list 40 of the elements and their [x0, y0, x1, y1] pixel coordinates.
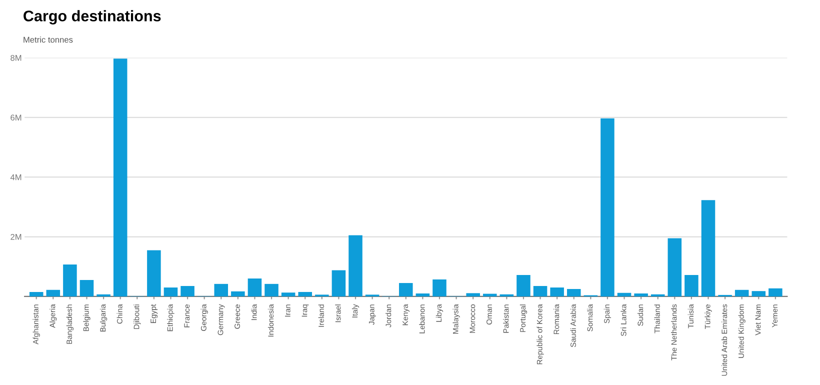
bar: [566, 288, 581, 296]
bar: [617, 292, 632, 296]
bar: [46, 290, 60, 296]
bar: [164, 288, 178, 296]
y-tick-label: 4M: [10, 174, 22, 180]
bar: [399, 283, 413, 296]
y-tick-label: 8M: [10, 54, 22, 61]
bar: [281, 292, 296, 296]
bar: [516, 274, 530, 296]
bar: [668, 238, 682, 296]
bar: [348, 235, 362, 296]
bar: [332, 270, 346, 296]
bar: [483, 294, 497, 296]
bar: [432, 279, 446, 296]
bar: [684, 274, 698, 296]
chart-title: Cargo destinations: [24, 10, 161, 24]
bar: [550, 288, 564, 296]
bar: [180, 286, 194, 296]
bar: [29, 292, 44, 296]
bar: [634, 293, 648, 296]
bar: [63, 264, 77, 296]
bar: [80, 280, 94, 296]
bar: [298, 292, 312, 296]
bar: [752, 291, 766, 296]
bar: [416, 293, 430, 296]
y-tick-label: 2M: [10, 234, 22, 240]
bar: [701, 200, 716, 296]
bar: [768, 288, 782, 296]
bar: [231, 291, 245, 296]
y-axis-title: Metric tonnes: [24, 36, 73, 43]
y-tick-label: 6M: [10, 114, 22, 121]
bar: [533, 286, 548, 296]
bar: [600, 118, 614, 296]
bar: [147, 250, 161, 296]
bar: [466, 293, 480, 296]
bar: [248, 278, 262, 296]
bar: [214, 284, 228, 296]
bar: [734, 290, 749, 296]
bar: [113, 58, 128, 296]
bar: [264, 284, 278, 296]
